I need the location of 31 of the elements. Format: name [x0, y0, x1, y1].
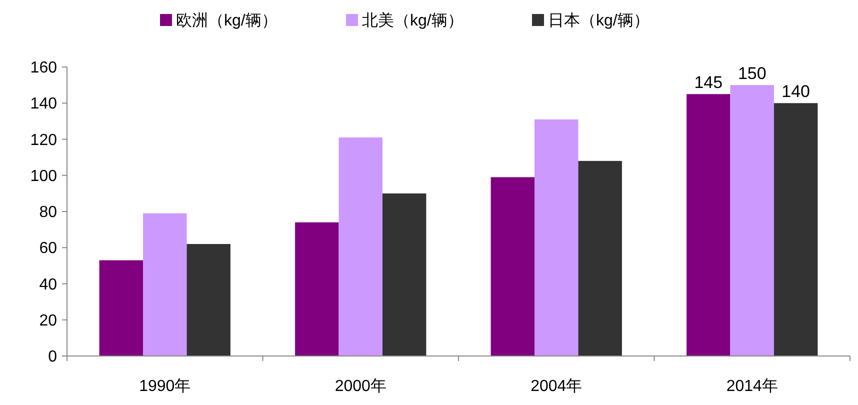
- y-tick-label: 140: [30, 96, 58, 113]
- legend-label: 欧洲（kg/辆）: [176, 12, 278, 30]
- bar: [99, 260, 144, 356]
- y-tick-label: 0: [48, 348, 58, 366]
- x-tick-label: 2014年: [726, 378, 778, 395]
- bar: [338, 137, 382, 356]
- x-tick-label: 2000年: [334, 378, 386, 395]
- data-label: 145: [694, 73, 723, 92]
- y-tick-label: 40: [39, 276, 58, 294]
- bar: [143, 213, 187, 356]
- y-tick-label: 20: [39, 312, 58, 330]
- bar: [490, 177, 535, 356]
- y-tick-label: 60: [39, 240, 58, 258]
- bar: [534, 119, 578, 356]
- x-tick-label: 2004年: [530, 378, 582, 395]
- data-label: 150: [738, 64, 766, 84]
- bar: [295, 222, 339, 356]
- y-tick-label: 160: [30, 60, 58, 77]
- y-tick-label: 100: [30, 168, 58, 185]
- legend-label: 日本（kg/辆）: [548, 12, 650, 30]
- data-label: 140: [782, 82, 810, 102]
- legend-label: 北美（kg/辆）: [362, 12, 464, 30]
- bar: [730, 85, 774, 356]
- bar: [382, 193, 426, 356]
- bar: [186, 244, 230, 356]
- bar: [686, 94, 730, 356]
- x-tick-label: 1990年: [139, 378, 191, 395]
- bar: [578, 160, 622, 356]
- y-tick-label: 120: [30, 132, 58, 149]
- bar: [774, 103, 818, 356]
- y-tick-label: 80: [39, 204, 58, 222]
